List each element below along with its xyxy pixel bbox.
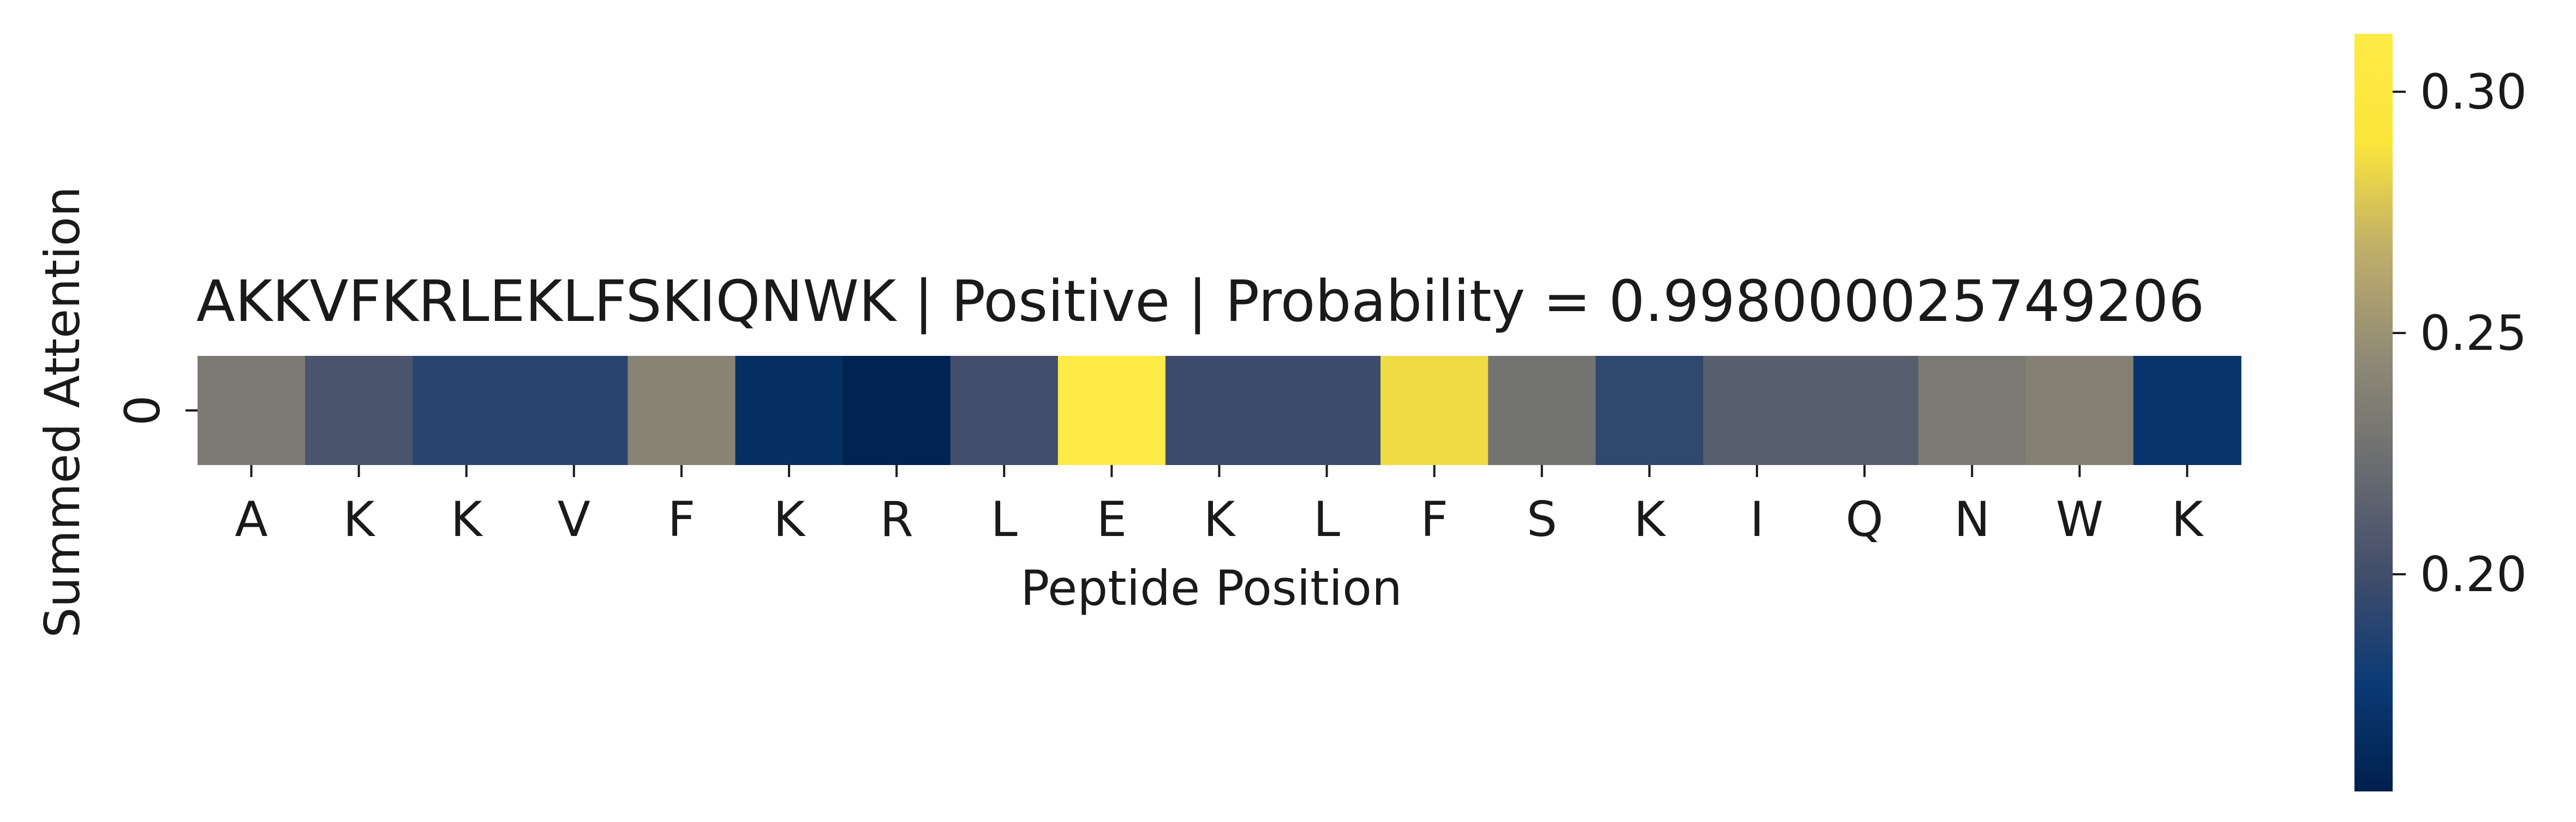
colorbar-tick-label: 0.25: [2420, 305, 2527, 361]
y-tick-label: 0: [115, 395, 171, 426]
heatmap-cell: [198, 356, 306, 465]
heatmap-cell: [1165, 356, 1274, 465]
x-tick-label: R: [880, 491, 913, 547]
x-tick-label: K: [1634, 491, 1666, 547]
heatmap-cell: [413, 356, 521, 465]
x-tick-label: K: [2171, 491, 2204, 547]
x-tick-label: L: [991, 491, 1018, 547]
x-axis-label: Peptide Position: [1020, 560, 1402, 616]
heatmap-cell: [2025, 356, 2134, 465]
heatmap-cell: [305, 356, 413, 465]
x-tick-label: K: [773, 491, 806, 547]
heatmap-cell: [735, 356, 844, 465]
colorbar-tick-label: 0.30: [2420, 64, 2527, 120]
x-tick-label: K: [343, 491, 376, 547]
heatmap-cell: [627, 356, 736, 465]
heatmap-cells: [198, 356, 2242, 465]
x-tick-label: L: [1313, 491, 1340, 547]
y-axis-label: Summed Attention: [34, 186, 91, 638]
x-tick-label: F: [1420, 491, 1448, 547]
colorbar: 0.20 0.25 0.30: [2354, 34, 2527, 791]
x-tick-label: E: [1097, 491, 1127, 547]
x-tick-label: Q: [1845, 491, 1883, 547]
heatmap-cell: [1595, 356, 1704, 465]
chart-title: AKKVFKRLEKLFSKIQNWK | Positive | Probabi…: [196, 268, 2204, 335]
heatmap-cell: [1703, 356, 1812, 465]
colorbar-tick-label: 0.20: [2420, 546, 2527, 603]
x-tick-label: K: [1204, 491, 1236, 547]
heatmap-cell: [1810, 356, 1919, 465]
heatmap-cell: [1488, 356, 1597, 465]
x-tick-label: V: [558, 491, 590, 547]
x-tick-label: F: [668, 491, 696, 547]
colorbar-gradient: [2354, 34, 2393, 791]
x-tick-label: S: [1527, 491, 1557, 547]
heatmap-cell: [520, 356, 629, 465]
heatmap-cell: [1273, 356, 1381, 465]
y-axis-ticks: 0: [115, 395, 198, 426]
heatmap-cell: [1380, 356, 1489, 465]
x-tick-label: K: [451, 491, 483, 547]
heatmap-cell: [842, 356, 951, 465]
x-tick-label: A: [235, 491, 267, 547]
heatmap-cell: [1918, 356, 2027, 465]
x-tick-label: N: [1954, 491, 1990, 547]
heatmap-cell: [950, 356, 1059, 465]
colorbar-ticks: 0.20 0.25 0.30: [2393, 64, 2527, 603]
heatmap-cell: [2133, 356, 2242, 465]
x-tick-label: I: [1750, 491, 1764, 547]
heatmap-cell: [1057, 356, 1166, 465]
x-tick-label: W: [2056, 491, 2103, 547]
